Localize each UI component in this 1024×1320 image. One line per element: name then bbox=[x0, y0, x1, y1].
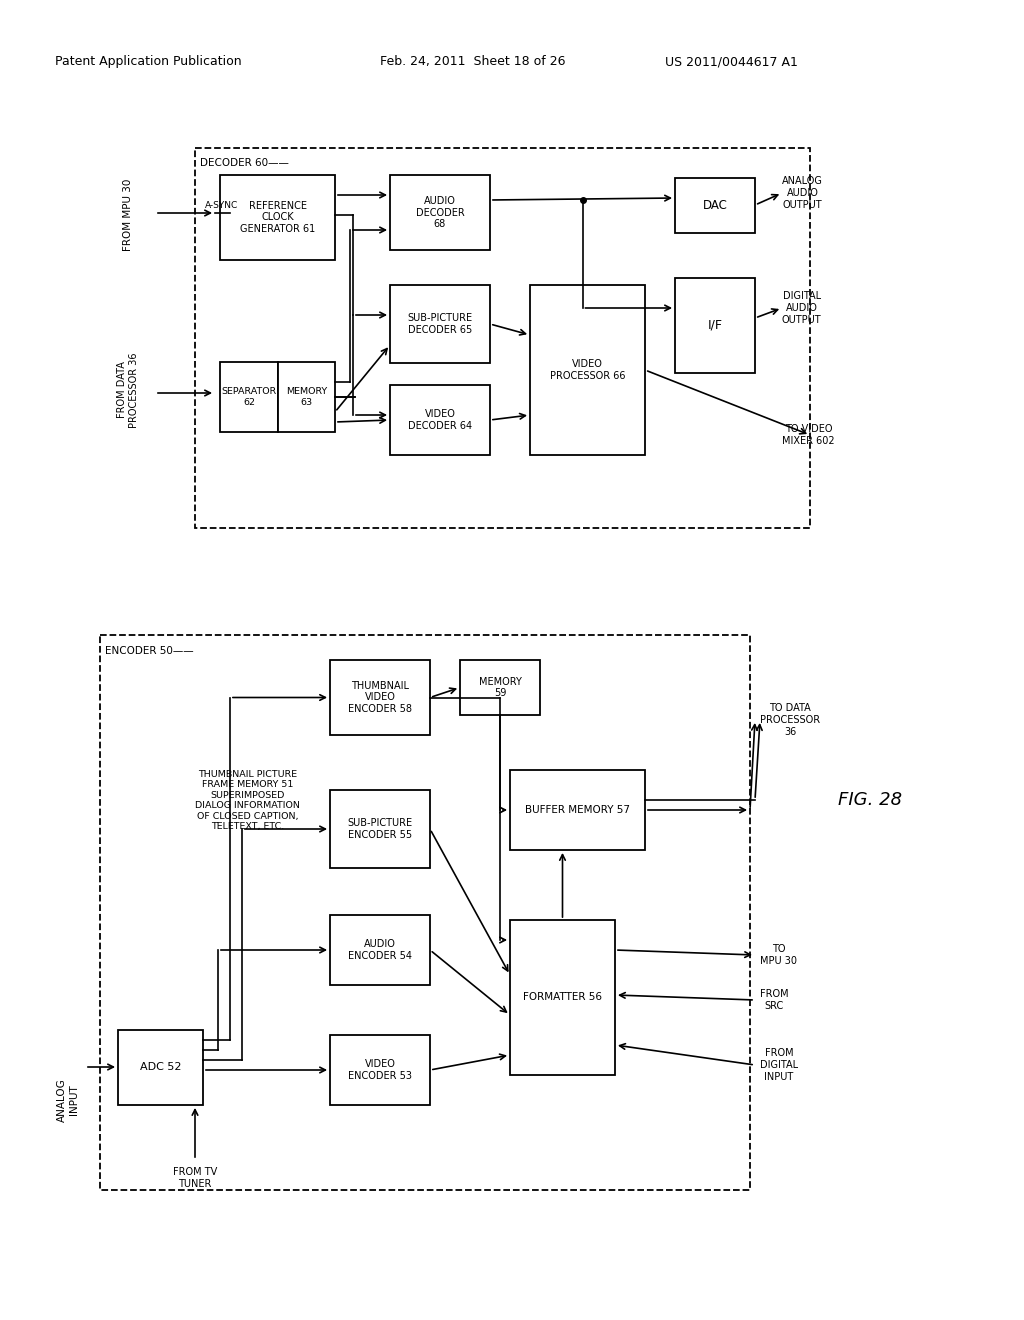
Text: REFERENCE
CLOCK
GENERATOR 61: REFERENCE CLOCK GENERATOR 61 bbox=[240, 201, 315, 234]
Bar bbox=[390, 176, 490, 249]
Bar bbox=[330, 789, 430, 869]
Bar bbox=[220, 176, 335, 260]
Text: US 2011/0044617 A1: US 2011/0044617 A1 bbox=[665, 55, 798, 69]
Text: ANALOG
INPUT: ANALOG INPUT bbox=[57, 1078, 79, 1122]
Bar bbox=[460, 660, 540, 715]
Text: DIGITAL
AUDIO
OUTPUT: DIGITAL AUDIO OUTPUT bbox=[782, 292, 821, 325]
Text: BUFFER MEMORY 57: BUFFER MEMORY 57 bbox=[525, 805, 630, 814]
Text: Patent Application Publication: Patent Application Publication bbox=[55, 55, 242, 69]
Bar bbox=[330, 660, 430, 735]
Bar bbox=[220, 362, 278, 432]
Text: THUMBNAIL
VIDEO
ENCODER 58: THUMBNAIL VIDEO ENCODER 58 bbox=[348, 681, 412, 714]
Text: VIDEO
PROCESSOR 66: VIDEO PROCESSOR 66 bbox=[550, 359, 626, 380]
Text: ENCODER 50——: ENCODER 50—— bbox=[105, 645, 194, 656]
Text: TO
MPU 30: TO MPU 30 bbox=[760, 944, 797, 966]
Bar bbox=[330, 1035, 430, 1105]
Text: A-SYNC: A-SYNC bbox=[206, 201, 239, 210]
Bar bbox=[278, 362, 335, 432]
Bar bbox=[530, 285, 645, 455]
Bar bbox=[510, 920, 615, 1074]
Bar bbox=[510, 770, 645, 850]
Bar bbox=[390, 385, 490, 455]
Text: FROM TV
TUNER: FROM TV TUNER bbox=[173, 1167, 217, 1189]
Text: FIG. 28: FIG. 28 bbox=[838, 791, 902, 809]
Bar bbox=[390, 285, 490, 363]
Text: DAC: DAC bbox=[702, 199, 727, 213]
Text: MEMORY
59: MEMORY 59 bbox=[478, 677, 521, 698]
Text: FROM DATA
PROCESSOR 36: FROM DATA PROCESSOR 36 bbox=[117, 352, 139, 428]
Bar bbox=[118, 1030, 203, 1105]
Text: ADC 52: ADC 52 bbox=[139, 1063, 181, 1072]
Text: ANALOG
AUDIO
OUTPUT: ANALOG AUDIO OUTPUT bbox=[782, 177, 823, 210]
Text: TO VIDEO
MIXER 602: TO VIDEO MIXER 602 bbox=[782, 424, 835, 446]
Bar bbox=[675, 178, 755, 234]
Text: SUB-PICTURE
DECODER 65: SUB-PICTURE DECODER 65 bbox=[408, 313, 472, 335]
Bar bbox=[100, 635, 750, 1191]
Bar bbox=[330, 915, 430, 985]
Text: SUB-PICTURE
ENCODER 55: SUB-PICTURE ENCODER 55 bbox=[347, 818, 413, 840]
Text: VIDEO
DECODER 64: VIDEO DECODER 64 bbox=[408, 409, 472, 430]
Bar bbox=[675, 279, 755, 374]
Text: AUDIO
DECODER
68: AUDIO DECODER 68 bbox=[416, 195, 464, 230]
Text: MEMORY
63: MEMORY 63 bbox=[286, 387, 327, 407]
Text: FROM
SRC: FROM SRC bbox=[760, 989, 788, 1011]
Text: SEPARATOR
62: SEPARATOR 62 bbox=[221, 387, 276, 407]
Text: TO DATA
PROCESSOR
36: TO DATA PROCESSOR 36 bbox=[760, 704, 820, 737]
Text: Feb. 24, 2011  Sheet 18 of 26: Feb. 24, 2011 Sheet 18 of 26 bbox=[380, 55, 565, 69]
Text: VIDEO
ENCODER 53: VIDEO ENCODER 53 bbox=[348, 1059, 412, 1081]
Text: I/F: I/F bbox=[708, 319, 723, 333]
Text: FROM MPU 30: FROM MPU 30 bbox=[123, 178, 133, 251]
Text: FORMATTER 56: FORMATTER 56 bbox=[523, 993, 602, 1002]
Text: DECODER 60——: DECODER 60—— bbox=[200, 158, 289, 168]
Text: AUDIO
ENCODER 54: AUDIO ENCODER 54 bbox=[348, 940, 412, 961]
Text: FROM
DIGITAL
INPUT: FROM DIGITAL INPUT bbox=[760, 1048, 798, 1081]
Text: THUMBNAIL PICTURE
FRAME MEMORY 51
SUPERIMPOSED
DIALOG INFORMATION
OF CLOSED CAPT: THUMBNAIL PICTURE FRAME MEMORY 51 SUPERI… bbox=[195, 770, 300, 832]
Bar bbox=[195, 148, 810, 528]
